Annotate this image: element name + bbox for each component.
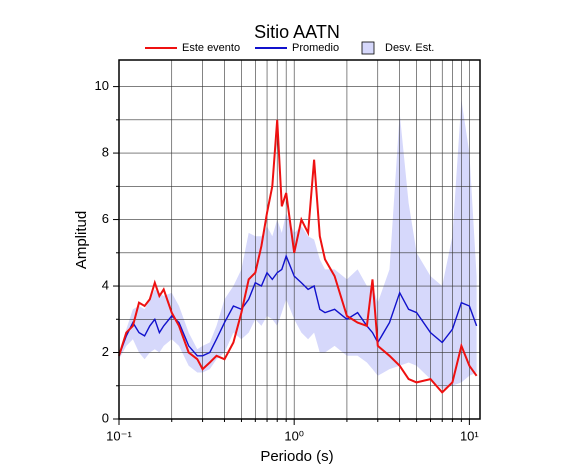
y-tick-label: 6 (102, 211, 109, 226)
y-tick-label: 2 (102, 344, 109, 359)
series-line (118, 119, 478, 394)
x-tick-label: 10⁰ (284, 428, 304, 443)
y-axis-label: Amplitud (73, 211, 90, 269)
legend-label: Promedio (292, 42, 339, 54)
x-tick-label: 10⁻¹ (106, 428, 132, 443)
chart-title: Sitio AATN (254, 22, 340, 42)
legend-label: Desv. Est. (385, 42, 434, 54)
y-tick-label: 10 (95, 78, 109, 93)
x-tick-label: 10¹ (460, 428, 479, 443)
std-band (119, 99, 477, 390)
series-line (118, 254, 478, 357)
legend-label: Este evento (182, 42, 240, 54)
y-tick-label: 4 (102, 277, 109, 292)
x-axis-label: Periodo (s) (260, 448, 333, 465)
y-tick-label: 0 (102, 410, 109, 425)
plot-frame (118, 59, 481, 420)
y-tick-label: 8 (102, 145, 109, 160)
legend-swatch (361, 41, 375, 55)
